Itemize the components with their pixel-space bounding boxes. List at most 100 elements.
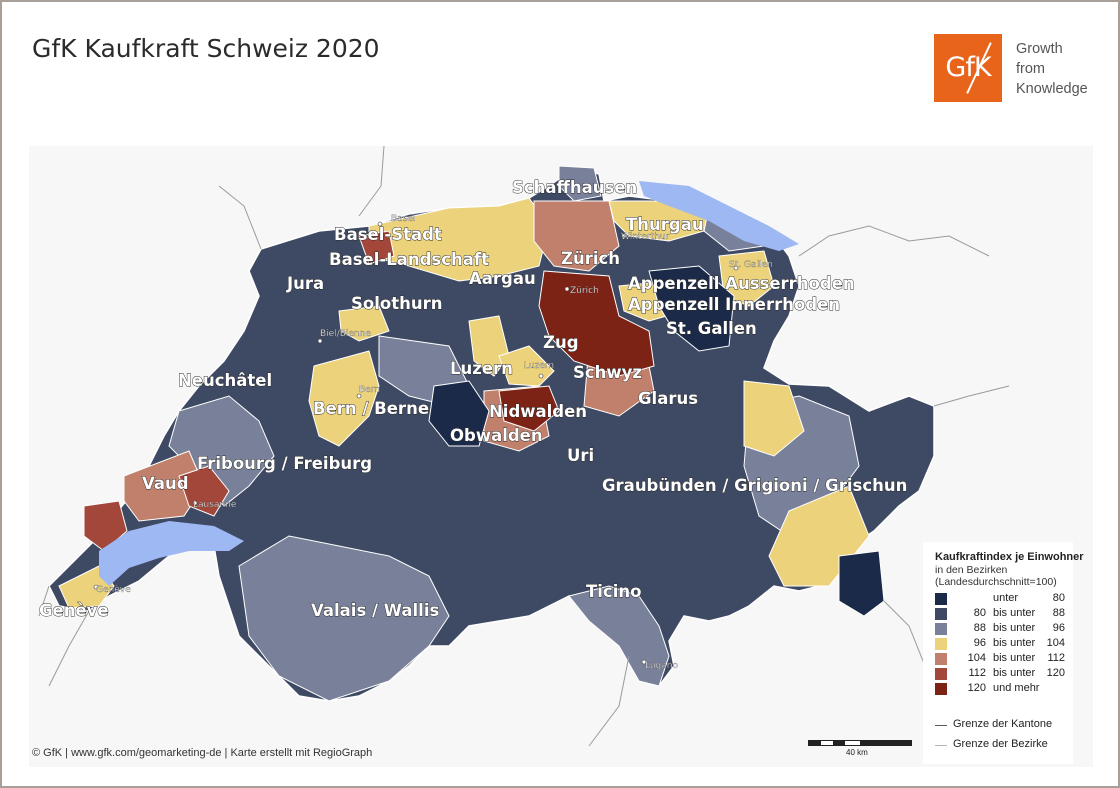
city-dot-winterthur (621, 233, 627, 239)
city-label-stgallen: St. Gallen (729, 260, 773, 270)
legend-line-kantone (935, 725, 947, 726)
canton-label-schaffhausen: Schaffhausen (512, 178, 637, 197)
canton-label-fribourg: Fribourg / Freiburg (197, 454, 372, 473)
canton-label-zug: Zug (543, 333, 579, 352)
legend-swatch (935, 668, 947, 680)
legend-class-7: 120 und mehr (935, 682, 1075, 696)
region-yellow-bern (308, 350, 380, 447)
legend-class-1: unter 80 (935, 592, 1075, 606)
gfk-tagline: Growth from Knowledge (1016, 39, 1088, 99)
legend-lo: 104 (967, 652, 986, 664)
region-grey-schaffhausen (558, 165, 602, 202)
legend-mid: bis unter (993, 652, 1036, 664)
legend-mid: bis unter (993, 607, 1036, 619)
map-area: Basel Winterthur St. Gallen Zürich Biel/… (29, 145, 1093, 767)
legend-lo: 96 (973, 637, 986, 649)
lake-leman (99, 521, 244, 586)
legend-mid: und mehr (993, 682, 1040, 694)
canton-label-basel-stadt: Basel-Stadt (334, 225, 442, 244)
legend-lo: 120 (967, 682, 986, 694)
legend-swatch (935, 623, 947, 635)
region-darkred-nidwalden (498, 385, 560, 432)
city-label-geneve: Genève (96, 584, 131, 595)
footer-credit: © GfK | www.gfk.com/geomarketing-de | Ka… (32, 747, 373, 759)
tagline-line-1: Growth (1016, 41, 1063, 57)
canton-label-geneve: Genève (39, 601, 109, 620)
legend-swatch (935, 608, 947, 620)
legend-class-6: 112 bis unter 120 (935, 667, 1075, 681)
legend-lo: 88 (973, 622, 986, 634)
city-dot-biel (317, 338, 323, 344)
scale-label: 40 km (846, 748, 868, 757)
canton-label-vaud: Vaud (142, 474, 189, 493)
legend-line-bezirke (935, 745, 947, 746)
canton-label-glarus: Glarus (638, 389, 698, 408)
scale-seg (860, 741, 911, 745)
canton-label-graubuenden: Graubünden / Grigioni / Grischun (602, 476, 907, 495)
canton-label-luzern: Luzern (450, 359, 513, 378)
region-lightbrown-zuerich (533, 200, 620, 272)
legend-hi: 96 (1052, 622, 1065, 634)
border-france (38, 145, 385, 687)
map-legend: Kaufkraftindex je Einwohner in den Bezir… (923, 542, 1084, 764)
city-dot-bern (356, 393, 362, 399)
region-red-lausanne (178, 465, 230, 517)
legend-hi: 112 (1047, 652, 1065, 664)
legend-mid: bis unter (993, 637, 1036, 649)
canton-label-appenzell-ar: Appenzell Ausserrhoden (628, 274, 855, 293)
gfk-logo-text: GfK (945, 52, 991, 83)
city-dot-lugano (641, 659, 647, 665)
legend-lo: 112 (968, 667, 986, 679)
canton-label-thurgau: Thurgau (626, 215, 704, 234)
tagline-line-3: Knowledge (1016, 81, 1088, 97)
canton-label-obwalden: Obwalden (450, 426, 543, 445)
legend-swatch (935, 653, 947, 665)
legend-swatch (935, 638, 947, 650)
city-label-zuerich: Zürich (570, 286, 599, 296)
city-dot-stgallen (733, 265, 739, 271)
city-label-luzern: Luzern (524, 361, 554, 371)
legend-hi: 120 (1046, 667, 1065, 679)
region-yellow-north (368, 197, 550, 282)
legend-line-label-bezirke: Grenze der Bezirke (953, 738, 1048, 750)
lake-bodensee (639, 181, 799, 251)
region-red-basel (358, 230, 395, 265)
switzerland-map: Basel Winterthur St. Gallen Zürich Biel/… (38, 145, 1010, 747)
region-navy-entlebuch (428, 380, 490, 447)
canton-label-valais: Valais / Wallis (311, 601, 439, 620)
legend-class-4: 96 bis unter 104 (935, 637, 1075, 651)
region-grey-valais (238, 535, 450, 702)
region-yellow-solothurn (338, 305, 390, 342)
legend-hi: 104 (1046, 637, 1065, 649)
gfk-logo: GfK (934, 34, 1002, 102)
border-austria-italy (588, 225, 1010, 747)
canton-label-st-gallen: St. Gallen (666, 319, 757, 338)
legend-mid: bis unter (993, 667, 1036, 679)
canton-label-uri: Uri (567, 446, 594, 465)
region-yellow-engadin (743, 380, 805, 457)
canton-label-aargau: Aargau (469, 269, 536, 288)
canton-label-bern: Bern / Berne (313, 399, 429, 418)
scale-seg (809, 741, 821, 745)
map-title: GfK Kaufkraft Schweiz 2020 (32, 34, 380, 63)
legend-lo: 80 (973, 607, 986, 619)
city-dot-basel (377, 221, 383, 227)
city-label-lausanne: Lausanne (193, 500, 237, 510)
canton-label-solothurn: Solothurn (351, 294, 442, 313)
legend-title: Kaufkraftindex je Einwohner (935, 551, 1084, 563)
region-navy-appenzell (648, 265, 735, 352)
city-dot-zuerich (564, 286, 570, 292)
scale-seg (833, 741, 845, 745)
city-label-lugano: Lugano (645, 661, 678, 671)
city-dot-geneve (93, 584, 99, 590)
legend-class-5: 104 bis unter 112 (935, 652, 1075, 666)
canton-label-ticino: Ticino (586, 582, 641, 601)
region-yellow-luzern (468, 315, 510, 377)
legend-line-label-kantone: Grenze der Kantone (953, 718, 1053, 730)
city-dot-lausanne (192, 500, 198, 506)
region-darkred-zuerich (538, 270, 655, 377)
city-dot-luzern (538, 373, 544, 379)
legend-hi: 80 (1052, 592, 1065, 604)
legend-mid: bis unter (993, 622, 1036, 634)
